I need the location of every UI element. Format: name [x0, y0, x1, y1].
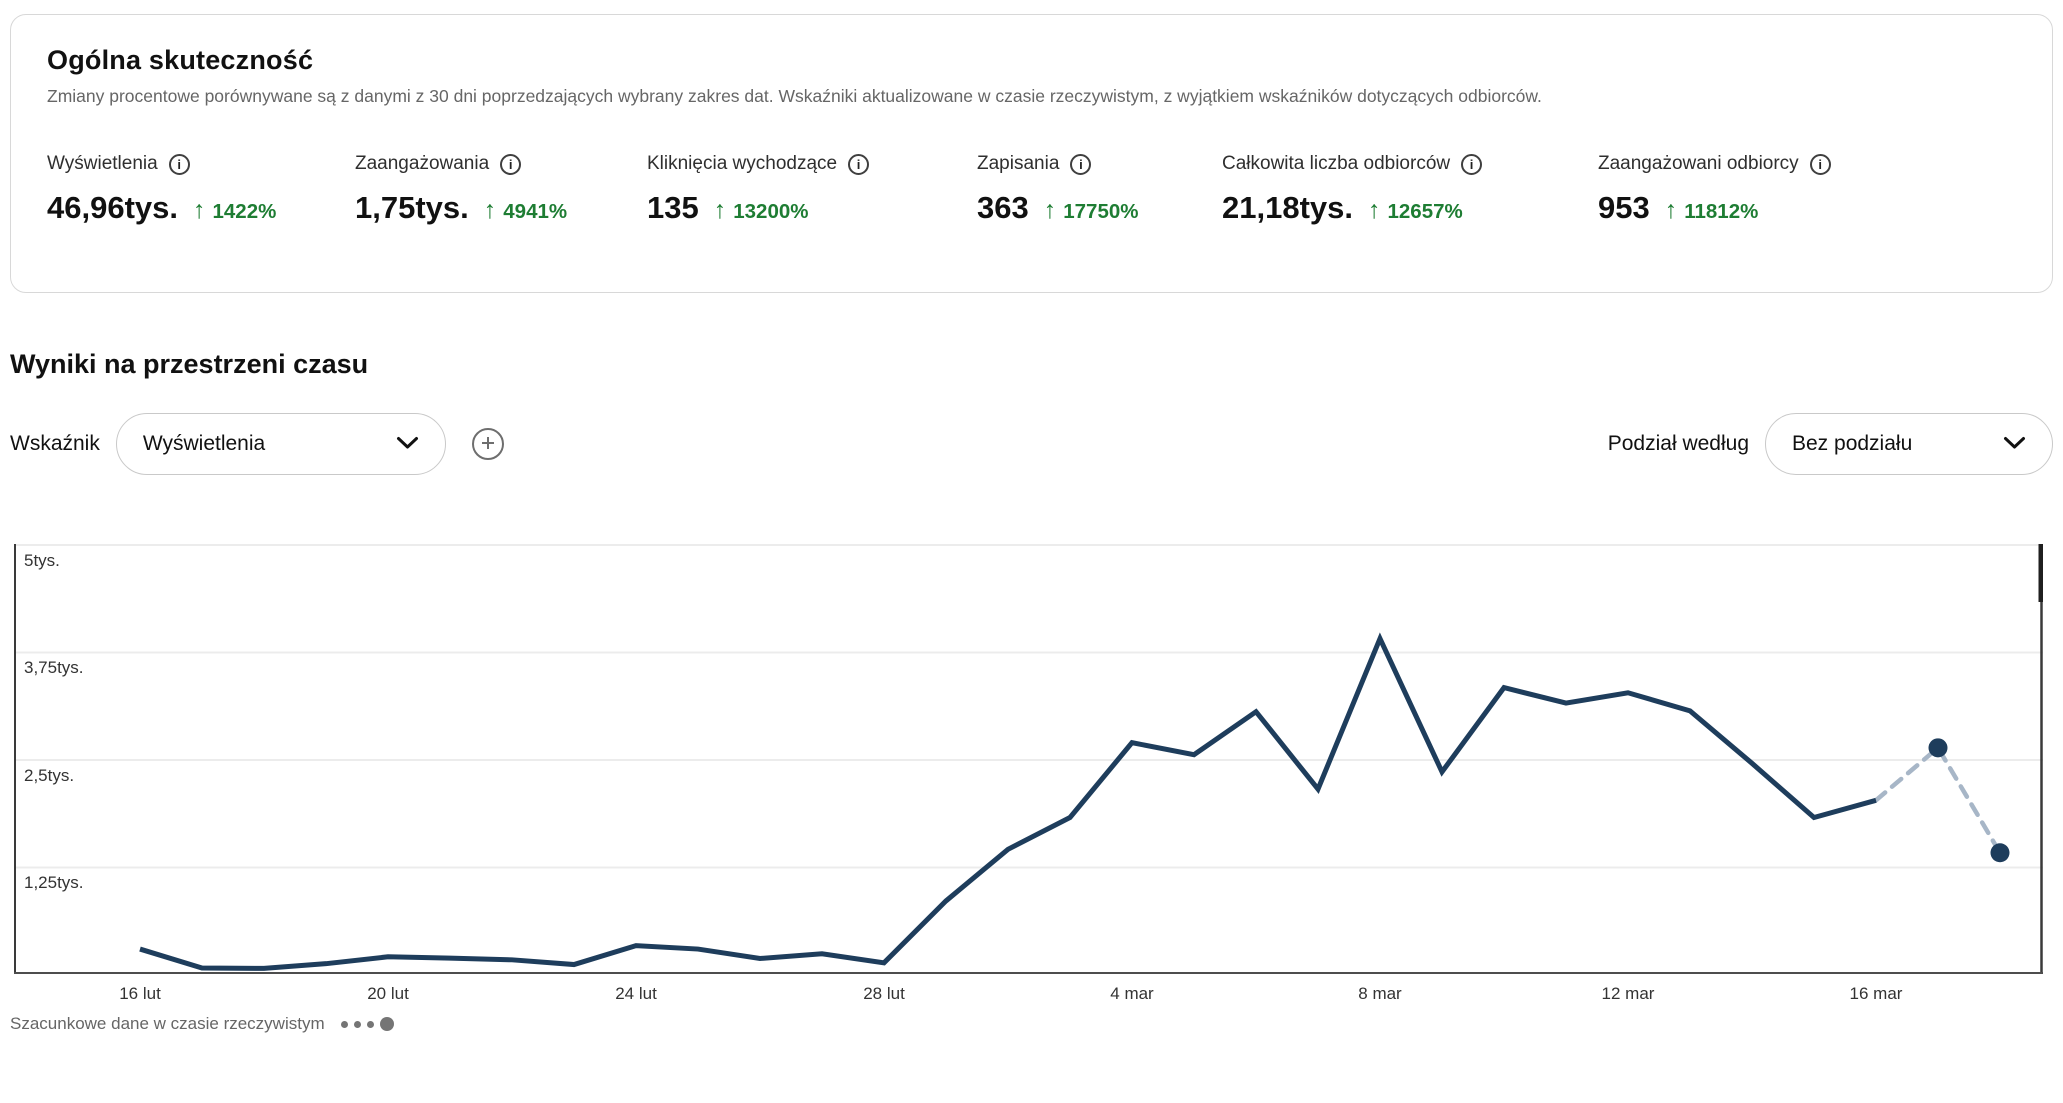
estimated-data-point [1928, 738, 1948, 758]
metric-value: 363 [977, 190, 1029, 225]
info-icon[interactable]: i [168, 153, 190, 175]
estimated-data-point [1990, 843, 2010, 863]
metric-label: Wyświetlenia i [47, 153, 355, 175]
metric-label: Zaangażowani odbiorcy i [1598, 153, 2016, 175]
split-dropdown[interactable]: Bez podziału [1765, 413, 2053, 475]
metric-dropdown[interactable]: Wyświetlenia [115, 413, 446, 475]
overview-title: Ogólna skuteczność [47, 45, 314, 75]
up-arrow-icon: ↑ [1664, 196, 1678, 224]
info-icon[interactable]: i [1809, 153, 1831, 175]
metric-dropdown-value: Wyświetlenia [142, 432, 266, 455]
metric-value: 135 [647, 190, 699, 225]
x-axis-tick-label: 16 lut [119, 984, 161, 1003]
metric-value-row: 135 ↑ 13200% [647, 190, 977, 226]
estimated-data-note: Szacunkowe dane w czasie rzeczywistym [10, 1014, 325, 1033]
x-axis-tick-label: 20 lut [367, 984, 409, 1003]
overview-card: Ogólna skuteczność Zmiany procentowe por… [10, 14, 2053, 293]
timeseries-chart[interactable]: 5tys. 3,75tys. 2,5tys. 1,25tys. [14, 544, 2043, 974]
add-metric-button[interactable] [471, 428, 504, 460]
split-control-group: Podział według Bez podziału [1608, 413, 2053, 475]
metric-card-5: Zaangażowani odbiorcy i 953 ↑ 11812% [1598, 153, 2016, 226]
timeseries-title: Wyniki na przestrzeni czasu [10, 349, 369, 379]
estimated-line-legend-icon [340, 1017, 394, 1031]
metric-value: 21,18tys. [1222, 190, 1353, 225]
metric-label: Całkowita liczba odbiorców i [1222, 153, 1598, 175]
metric-label: Zapisania i [977, 153, 1222, 175]
metric-label-text: Zaangażowani odbiorcy [1598, 153, 1799, 174]
y-axis-tick-label: 3,75tys. [24, 658, 84, 677]
metric-change: 1422% [212, 200, 277, 223]
analytics-dashboard: { "overview_card": { "title": "Ogólna sk… [0, 14, 2063, 1103]
y-axis-tick-label: 5tys. [24, 551, 60, 570]
plus-icon [481, 436, 495, 453]
metrics-row: Wyświetlenia i 46,96tys. ↑ 1422% Zaangażowani… [47, 153, 2016, 226]
chevron-down-icon [396, 432, 419, 456]
split-dropdown-label: Podział według [1607, 432, 1749, 455]
info-icon[interactable]: i [848, 153, 870, 175]
metric-change: 17750% [1063, 200, 1139, 223]
metric-value-row: 1,75tys. ↑ 4941% [355, 190, 647, 226]
info-icon[interactable]: i [1070, 153, 1092, 175]
chart-canvas [14, 544, 2043, 974]
metric-label-text: Wyświetlenia [47, 153, 158, 174]
metric-value: 953 [1598, 190, 1650, 225]
up-arrow-icon: ↑ [1043, 196, 1057, 224]
metric-label-text: Całkowita liczba odbiorców [1222, 153, 1451, 174]
metric-dropdown-label: Wskaźnik [10, 432, 100, 455]
chart-footer: Szacunkowe dane w czasie rzeczywistym [10, 1014, 2053, 1034]
x-axis-tick-label: 8 mar [1358, 984, 1402, 1003]
metric-label: Zaangażowania i [355, 153, 647, 175]
y-axis-tick-label: 1,25tys. [24, 873, 84, 892]
metric-card-1: Zaangażowania i 1,75tys. ↑ 4941% [355, 153, 647, 226]
up-arrow-icon: ↑ [713, 196, 727, 224]
metric-label-text: Kliknięcia wychodzące [647, 153, 838, 174]
up-arrow-icon: ↑ [193, 196, 206, 224]
metric-change: 12657% [1387, 200, 1463, 223]
up-arrow-icon: ↑ [1368, 196, 1381, 224]
metric-change: 11812% [1684, 200, 1759, 223]
metric-value: 46,96tys. [47, 190, 178, 225]
metric-card-2: Kliknięcia wychodzące i 135 ↑ 13200% [647, 153, 977, 226]
metric-label: Kliknięcia wychodzące i [647, 153, 977, 175]
chart-controls: Wskaźnik Wyświetlenia Podział według Bez… [10, 413, 2053, 475]
metric-label-text: Zaangażowania [355, 153, 490, 174]
x-axis-tick-label: 12 mar [1601, 984, 1655, 1003]
x-axis-tick-label: 28 lut [863, 984, 905, 1003]
metric-card-0: Wyświetlenia i 46,96tys. ↑ 1422% [47, 153, 355, 226]
info-icon[interactable]: i [1461, 153, 1483, 175]
y-axis-tick-label: 2,5tys. [24, 766, 75, 785]
metric-value-row: 953 ↑ 11812% [1598, 190, 2016, 226]
metric-value: 1,75tys. [355, 190, 469, 225]
metric-change: 13200% [733, 200, 809, 223]
overview-subtitle: Zmiany procentowe porównywane są z danym… [47, 86, 1542, 106]
metric-value-row: 363 ↑ 17750% [977, 190, 1222, 226]
metric-value-row: 46,96tys. ↑ 1422% [47, 190, 355, 226]
metric-card-3: Zapisania i 363 ↑ 17750% [977, 153, 1222, 226]
split-dropdown-value: Bez podziału [1792, 432, 1913, 455]
chevron-down-icon [2003, 432, 2026, 456]
metric-card-4: Całkowita liczba odbiorców i 21,18tys. ↑ 126… [1222, 153, 1598, 226]
x-axis-tick-label: 4 mar [1110, 984, 1154, 1003]
metric-change: 4941% [503, 200, 568, 223]
metric-value-row: 21,18tys. ↑ 12657% [1222, 190, 1598, 226]
metric-label-text: Zapisania [977, 153, 1060, 174]
x-axis-tick-label: 16 mar [1849, 984, 1903, 1003]
up-arrow-icon: ↑ [483, 196, 497, 224]
x-axis-tick-label: 24 lut [615, 984, 657, 1003]
info-icon[interactable]: i [500, 153, 522, 175]
chart-x-axis: 16 lut 20 lut 24 lut 28 lut 4 mar 8 mar 12 mar… [14, 974, 2043, 1010]
